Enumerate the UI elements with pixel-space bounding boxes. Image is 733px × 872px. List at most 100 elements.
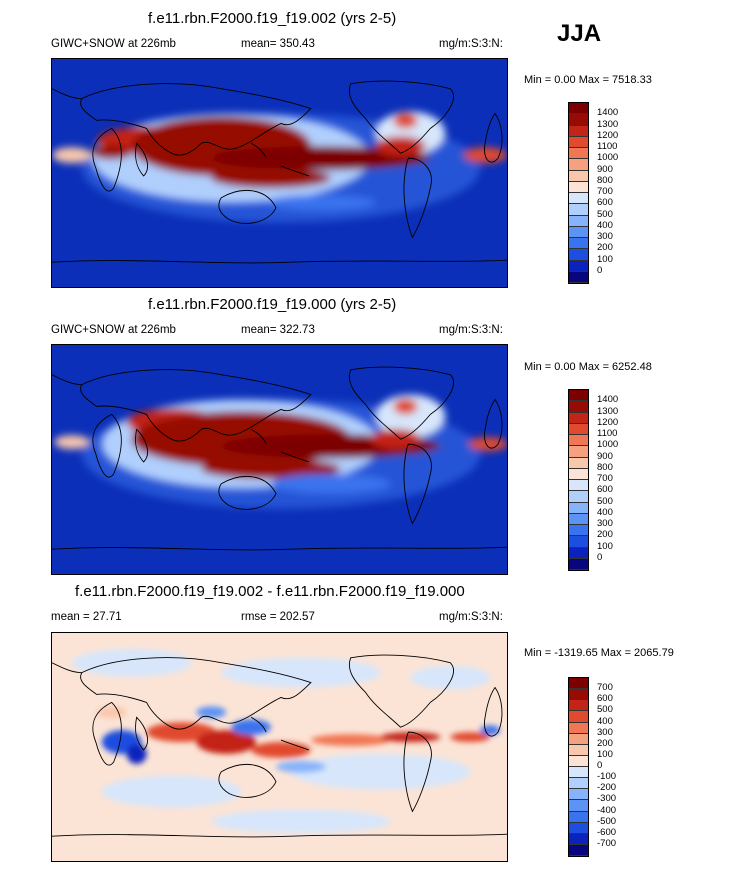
colorbar-tick-label: -300 [597, 793, 617, 805]
panel-3-title: f.e11.rbn.F2000.f19_f19.002 - f.e11.rbn.… [75, 583, 465, 600]
colorbar-box [569, 446, 588, 458]
colorbar-box [569, 457, 588, 469]
colorbar-box [569, 755, 588, 767]
colorbar-tick-label: 600 [597, 197, 613, 209]
season-label: JJA [557, 20, 602, 47]
colorbar-box [569, 204, 588, 216]
colorbar-tick-label: 800 [597, 174, 613, 186]
colorbar-box [569, 491, 588, 503]
colorbar-tick-label: 1000 [597, 439, 619, 451]
colorbar-tick-label: 300 [597, 518, 613, 529]
colorbar-box [569, 423, 588, 435]
panel-3-colorbar [568, 677, 589, 857]
colorbar-box [569, 547, 588, 559]
colorbar-tick-label: 600 [597, 693, 613, 705]
panel-2-colorbar [568, 389, 589, 571]
colorbar-tick-label: 200 [597, 242, 613, 254]
colorbar-tick-label: 1300 [597, 405, 619, 417]
colorbar-tick-label: 200 [597, 529, 613, 541]
colorbar-box [569, 833, 588, 845]
colorbar-tick-label: 1400 [597, 107, 619, 119]
colorbar-box [569, 260, 588, 272]
colorbar-box [569, 435, 588, 447]
colorbar-tick-label: 0 [597, 264, 603, 276]
world-contour-map-icon [52, 59, 507, 287]
colorbar-box [569, 800, 588, 812]
world-difference-map-icon [52, 633, 507, 861]
colorbar-box [569, 390, 588, 402]
colorbar-box [569, 822, 588, 834]
colorbar-box [569, 525, 588, 537]
colorbar-box [569, 778, 588, 790]
colorbar-tick-label: 1200 [597, 129, 619, 141]
colorbar-tick-label: 400 [597, 506, 613, 518]
colorbar-tick-label: -700 [597, 837, 617, 849]
colorbar-box [569, 226, 588, 238]
colorbar-tick-label: 100 [597, 253, 613, 265]
colorbar-tick-label: 1400 [597, 394, 619, 406]
panel-2-map [51, 344, 508, 575]
colorbar-tick-label: 1100 [597, 428, 618, 439]
panel-3-rmse-label: rmse = 202.57 [241, 611, 315, 623]
colorbar-box [569, 480, 588, 492]
colorbar-box [569, 114, 588, 126]
colorbar-tick-label: 900 [597, 450, 613, 462]
panel-1-minmax: Min = 0.00 Max = 7518.33 [524, 74, 652, 86]
colorbar-tick-label: 300 [597, 726, 613, 738]
colorbar-tick-label: 100 [597, 748, 613, 760]
colorbar-tick-label: 1200 [597, 416, 619, 428]
panel-3-map [51, 632, 508, 862]
panel-1-colorbar [568, 102, 589, 284]
colorbar-box [569, 700, 588, 712]
colorbar-box [569, 148, 588, 160]
panel-3-mean-label: mean = 27.71 [51, 611, 122, 623]
colorbar-tick-label: 500 [597, 704, 613, 716]
colorbar-box [569, 412, 588, 424]
colorbar-box [569, 811, 588, 823]
colorbar-tick-label: 700 [597, 682, 613, 694]
colorbar-tick-label: -200 [597, 782, 617, 794]
colorbar-tick-label: 200 [597, 737, 613, 749]
colorbar-box [569, 744, 588, 756]
colorbar-box [569, 844, 588, 856]
colorbar-box [569, 767, 588, 779]
colorbar-tick-label: 600 [597, 484, 613, 496]
colorbar-box [569, 558, 588, 570]
panel-3-minmax: Min = -1319.65 Max = 2065.79 [524, 647, 674, 659]
colorbar-tick-label: -500 [597, 815, 617, 827]
colorbar-box [569, 711, 588, 723]
colorbar-tick-label: 700 [597, 186, 613, 197]
colorbar-tick-label: 1300 [597, 118, 619, 130]
colorbar-tick-label: 800 [597, 461, 613, 473]
panel-3-units-label: mg/m:S:3:N: [439, 611, 503, 623]
colorbar-tick-label: 500 [597, 208, 613, 220]
colorbar-tick-label: 0 [597, 760, 603, 771]
colorbar-box [569, 401, 588, 413]
colorbar-box [569, 193, 588, 205]
colorbar-tick-label: 500 [597, 495, 613, 507]
colorbar-tick-label: 1000 [597, 152, 619, 164]
colorbar-box [569, 103, 588, 115]
colorbar-box [569, 789, 588, 801]
colorbar-box [569, 468, 588, 480]
colorbar-box [569, 536, 588, 548]
colorbar-box [569, 271, 588, 283]
colorbar-tick-label: -100 [597, 771, 617, 783]
colorbar-tick-label: 100 [597, 540, 613, 552]
colorbar-box [569, 689, 588, 701]
colorbar-tick-label: 300 [597, 231, 613, 242]
colorbar-box [569, 733, 588, 745]
colorbar-tick-label: 700 [597, 473, 613, 484]
colorbar-tick-label: 400 [597, 219, 613, 231]
colorbar-tick-label: 400 [597, 715, 613, 727]
colorbar-box [569, 181, 588, 193]
panel-1-title: f.e11.rbn.F2000.f19_f19.002 (yrs 2-5) [148, 10, 397, 27]
colorbar-box [569, 249, 588, 261]
panel-1-units-label: mg/m:S:3:N: [439, 38, 503, 50]
colorbar-tick-label: -600 [597, 826, 617, 838]
colorbar-tick-label: 0 [597, 551, 603, 563]
colorbar-box [569, 170, 588, 182]
panel-2-minmax: Min = 0.00 Max = 6252.48 [524, 361, 652, 373]
colorbar-box [569, 513, 588, 525]
world-contour-map-icon [52, 345, 507, 574]
